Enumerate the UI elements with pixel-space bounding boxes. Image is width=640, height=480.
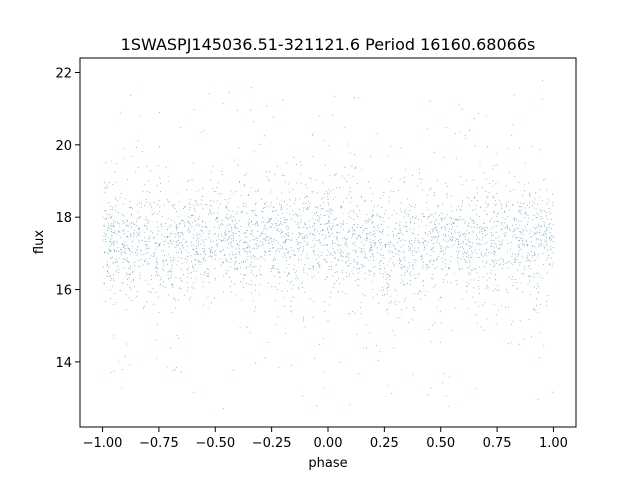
y-tick-label: 16 <box>55 284 72 299</box>
x-tick-label: 1.00 <box>539 436 568 451</box>
y-axis: 14 16 18 20 22 <box>55 66 80 371</box>
x-axis: −1.00 −0.75 −0.50 −0.25 0.00 0.25 0.50 0.75 1.00 <box>83 427 568 451</box>
x-axis-label: phase <box>308 456 347 471</box>
scatter-points <box>102 80 555 410</box>
x-tick-label: 0.75 <box>483 436 512 451</box>
x-tick-label: −0.50 <box>195 436 235 451</box>
y-tick-label: 20 <box>55 139 72 154</box>
x-tick-label: 0.00 <box>314 436 343 451</box>
y-tick-label: 14 <box>55 356 72 371</box>
x-tick-label: 0.50 <box>426 436 455 451</box>
x-tick-label: −0.25 <box>252 436 292 451</box>
y-tick-label: 18 <box>55 211 72 226</box>
y-axis-label: flux <box>32 230 47 254</box>
y-tick-label: 22 <box>55 66 72 81</box>
chart-title: 1SWASPJ145036.51-321121.6 Period 16160.6… <box>121 35 536 54</box>
points-layer <box>102 80 555 410</box>
x-tick-label: −0.75 <box>139 436 179 451</box>
x-tick-label: 0.25 <box>370 436 399 451</box>
x-tick-label: −1.00 <box>83 436 123 451</box>
